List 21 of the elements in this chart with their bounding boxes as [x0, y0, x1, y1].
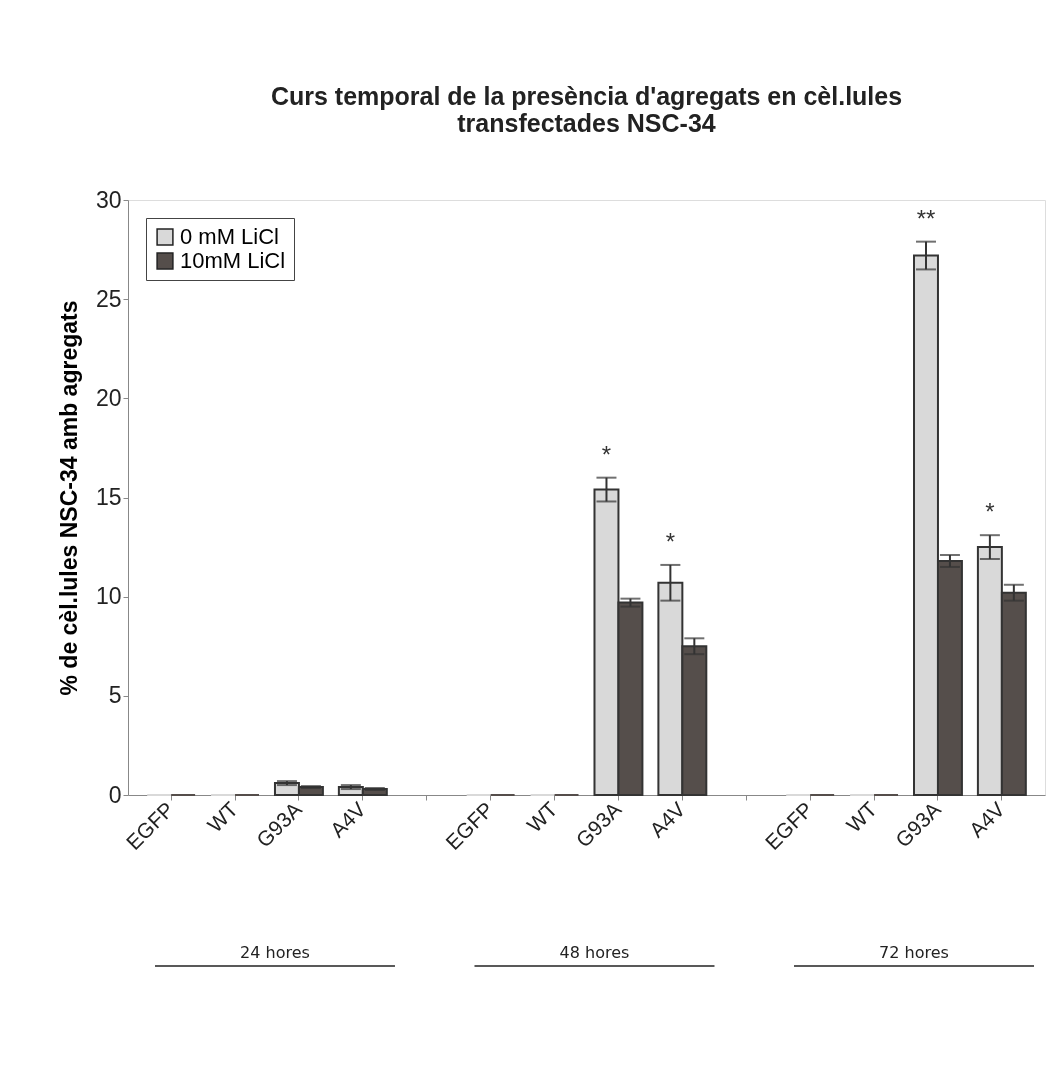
- y-tick-label: 30: [95, 186, 122, 213]
- y-tick-label: 5: [108, 682, 122, 709]
- y-tick-label: 20: [95, 384, 122, 411]
- chart-title: Curs temporal de la presència d'agregats en cèl.lules transfectades NSC-34: [270, 82, 903, 137]
- data-label: *: [985, 498, 995, 526]
- x-tick-label: WT: [522, 797, 562, 837]
- text: 48 hores: [559, 943, 630, 962]
- data-label: *: [665, 527, 676, 555]
- x-tick-label: WT: [841, 797, 882, 837]
- y-tick-label: 0: [108, 781, 122, 808]
- y-tick-label: 25: [95, 285, 122, 312]
- text: 72 hores: [879, 943, 949, 962]
- x-tick-label: WT: [202, 797, 243, 837]
- legend-label: 10mM LiCl: [180, 248, 286, 273]
- text: 24 hores: [240, 943, 310, 962]
- data-label: **: [916, 204, 936, 232]
- data-label: *: [601, 440, 612, 468]
- y-tick-label: 10: [95, 583, 122, 610]
- legend-label: 0 mM LiCl: [180, 224, 280, 249]
- y-tick-label: 15: [95, 484, 122, 510]
- y-axis-title: % de cèl.lules NSC-34 amb agregats: [55, 300, 82, 696]
